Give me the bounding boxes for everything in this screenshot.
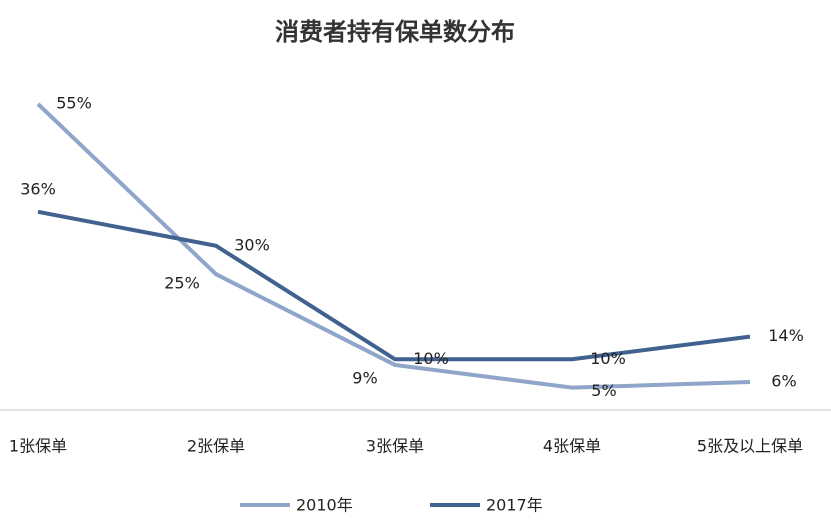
data-label: 10%: [590, 349, 626, 368]
data-label: 55%: [56, 94, 92, 113]
data-label: 6%: [771, 371, 796, 390]
x-tick-label: 4张保单: [543, 437, 601, 456]
data-label: 36%: [20, 179, 56, 198]
chart-title: 消费者持有保单数分布: [275, 18, 515, 46]
data-label: 5%: [591, 381, 616, 400]
x-tick-label: 5张及以上保单: [697, 437, 803, 456]
x-tick-label: 2张保单: [187, 437, 245, 456]
data-label: 10%: [413, 349, 449, 368]
data-label: 25%: [164, 274, 200, 293]
legend-label: 2010年: [296, 496, 353, 515]
data-label: 9%: [352, 368, 377, 387]
x-tick-label: 3张保单: [366, 437, 424, 456]
data-label: 30%: [234, 235, 270, 254]
legend-label: 2017年: [486, 496, 543, 515]
x-tick-label: 1张保单: [9, 437, 67, 456]
data-label: 14%: [768, 326, 804, 345]
line: [37, 209, 751, 362]
line: [36, 102, 751, 390]
